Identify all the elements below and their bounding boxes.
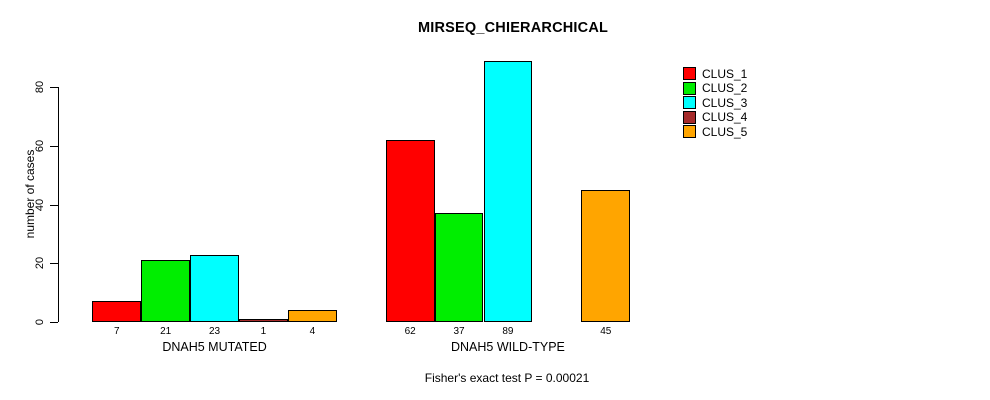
legend-label: CLUS_5 <box>702 124 748 139</box>
bar-clus_3 <box>483 60 533 322</box>
legend-swatch-clus_3 <box>683 96 696 110</box>
bar-value-label: 7 <box>113 326 120 337</box>
bar-clus_1 <box>92 301 142 322</box>
bar-clus_1 <box>385 140 435 322</box>
y-tick-label: 60 <box>34 139 46 153</box>
legend-label: CLUS_3 <box>702 95 748 110</box>
legend-item-clus_2: CLUS_2 <box>683 81 747 95</box>
legend-item-clus_3: CLUS_3 <box>683 96 747 110</box>
x-group-label: DNAH5 WILD-TYPE <box>450 340 565 354</box>
y-tick-mark <box>50 204 58 206</box>
y-tick-label: 20 <box>34 257 46 270</box>
bar-clus_2 <box>141 260 191 322</box>
legend-label: CLUS_2 <box>702 81 748 96</box>
y-axis-line <box>58 87 59 322</box>
x-group-label: DNAH5 MUTATED <box>162 340 267 354</box>
y-tick-label: 80 <box>34 81 46 94</box>
y-axis-label: number of cases <box>23 149 37 239</box>
bar-clus_3 <box>190 254 239 322</box>
bar-clus_5 <box>287 310 337 322</box>
legend-item-clus_5: CLUS_5 <box>683 125 747 139</box>
bar-clus_4 <box>239 319 288 322</box>
legend-label: CLUS_1 <box>702 66 748 81</box>
legend-item-clus_4: CLUS_4 <box>683 110 747 124</box>
y-tick-mark <box>50 322 58 323</box>
y-tick-label: 0 <box>34 318 46 326</box>
legend-swatch-clus_5 <box>683 125 696 139</box>
bar-clus_2 <box>434 213 484 322</box>
y-tick-mark <box>50 87 58 89</box>
bar-value-label: 37 <box>453 326 465 337</box>
bar-value-label: 45 <box>600 326 612 337</box>
bar-value-label: 4 <box>309 326 316 337</box>
y-tick-mark <box>50 263 58 265</box>
y-tick-mark <box>50 145 58 147</box>
bar-value-label: 1 <box>260 326 267 337</box>
legend-item-clus_1: CLUS_1 <box>683 67 747 81</box>
legend-label: CLUS_4 <box>702 110 748 125</box>
bar-value-label: 21 <box>160 326 172 337</box>
bar-clus_5 <box>581 189 631 322</box>
bar-value-label: 89 <box>502 326 514 337</box>
bar-value-label: 23 <box>208 326 221 337</box>
legend-swatch-clus_2 <box>683 81 696 95</box>
annotation-fisher-test: Fisher's exact test P = 0.00021 <box>424 371 590 385</box>
chart-title: MIRSEQ_CHIERARCHICAL <box>417 20 609 36</box>
bar-value-label: 62 <box>404 326 416 337</box>
y-tick-label: 40 <box>34 198 46 211</box>
legend-swatch-clus_4 <box>683 110 696 124</box>
legend-swatch-clus_1 <box>683 67 696 80</box>
